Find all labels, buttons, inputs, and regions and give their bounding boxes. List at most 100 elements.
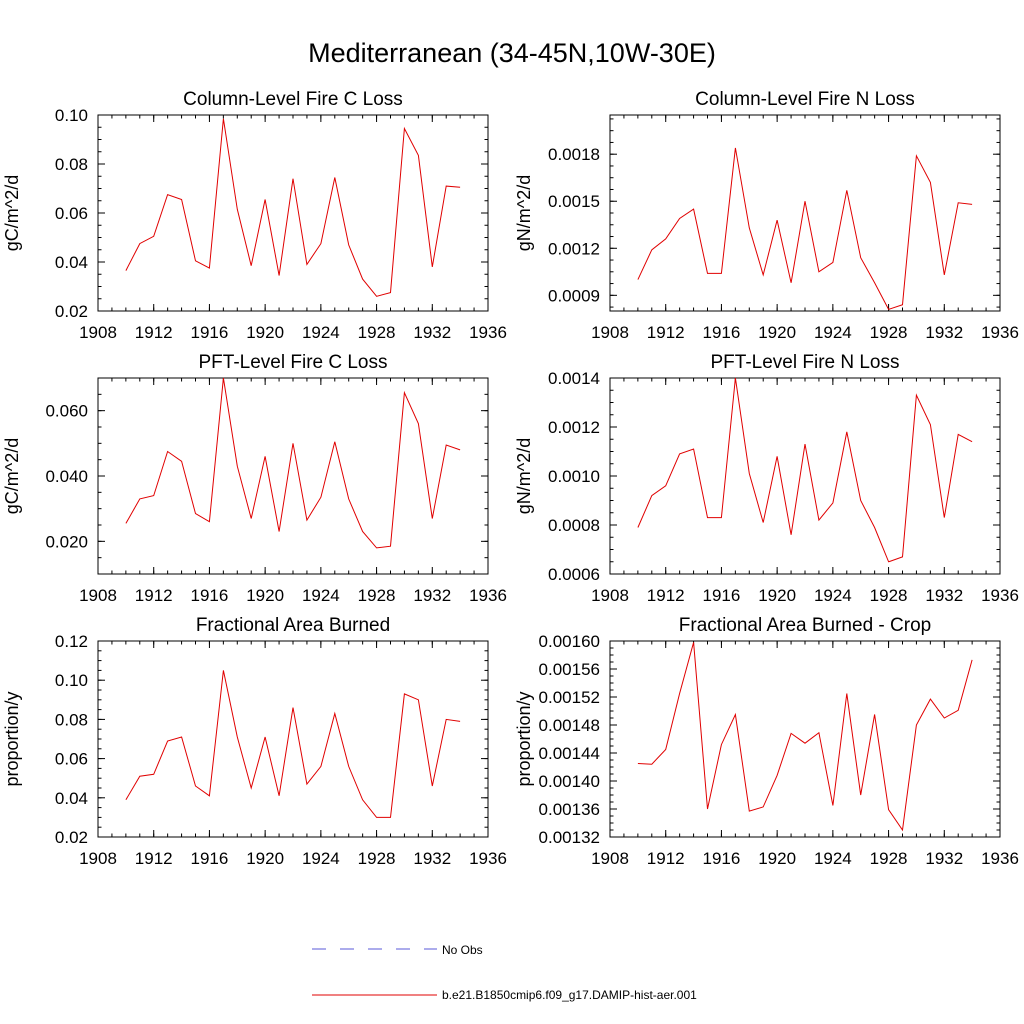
x-tick-label: 1912 xyxy=(647,849,685,868)
y-tick-label: 0.08 xyxy=(55,155,88,174)
plot-frame xyxy=(97,114,489,312)
y-tick-label: 0.0009 xyxy=(548,286,600,305)
x-tick-label: 1912 xyxy=(135,323,173,342)
y-tick-label: 0.02 xyxy=(55,828,88,847)
x-tick-label: 1908 xyxy=(591,586,629,605)
y-axis-label: gC/m^2/d xyxy=(2,175,22,251)
y-tick-label: 0.040 xyxy=(45,467,88,486)
data-line xyxy=(637,642,973,832)
x-tick-label: 1936 xyxy=(981,849,1019,868)
legend-label-no-obs: No Obs xyxy=(442,943,483,957)
data-line xyxy=(125,670,461,818)
figure-title: Mediterranean (34-45N,10W-30E) xyxy=(308,38,716,68)
y-tick-label: 0.10 xyxy=(55,671,88,690)
x-tick-label: 1916 xyxy=(703,323,741,342)
y-axis-label: proportion/y xyxy=(514,691,534,786)
x-tick-label: 1932 xyxy=(413,849,451,868)
legend-label-model: b.e21.B1850cmip6.f09_g17.DAMIP-hist-aer.… xyxy=(442,988,697,1002)
chart-panel-3: PFT-Level Fire C Loss 1908 1912 1916 1920 192… xyxy=(2,352,507,605)
panel-title: Fractional Area Burned - Crop xyxy=(679,615,931,636)
y-tick-label: 0.0006 xyxy=(548,565,600,584)
x-tick-label: 1912 xyxy=(647,586,685,605)
plot-frame xyxy=(97,640,489,838)
y-tick-label: 0.02 xyxy=(55,302,88,321)
y-tick-label: 0.04 xyxy=(55,789,88,808)
y-axis-label: gN/m^2/d xyxy=(514,175,534,251)
x-tick-label: 1928 xyxy=(870,323,908,342)
y-axis-label: gN/m^2/d xyxy=(514,438,534,514)
y-tick-label: 0.00132 xyxy=(539,828,600,847)
y-axis-label: gC/m^2/d xyxy=(2,438,22,514)
y-tick-label: 0.00152 xyxy=(539,688,600,707)
chart-panel-1: Column-Level Fire C Loss 1908 1912 1916 1920… xyxy=(2,89,507,342)
plot-frame xyxy=(609,377,1001,575)
panel-title: PFT-Level Fire C Loss xyxy=(199,352,388,373)
chart-panel-6: Fractional Area Burned - Crop 1908 1912 191… xyxy=(514,615,1019,868)
y-tick-label: 0.0012 xyxy=(548,418,600,437)
data-line xyxy=(637,377,973,563)
y-tick-label: 0.0015 xyxy=(548,192,600,211)
chart-panel-5: Fractional Area Burned 1908 1912 1916 1920 19… xyxy=(2,615,507,868)
y-tick-label: 0.12 xyxy=(55,632,88,651)
x-tick-label: 1912 xyxy=(135,586,173,605)
x-tick-label: 1920 xyxy=(246,849,284,868)
y-tick-label: 0.06 xyxy=(55,204,88,223)
legend: No Obs b.e21.B1850cmip6.f09_g17.DAMIP-his… xyxy=(312,943,697,1002)
x-tick-label: 1908 xyxy=(79,323,117,342)
y-tick-label: 0.0010 xyxy=(548,467,600,486)
x-tick-label: 1932 xyxy=(925,849,963,868)
y-tick-label: 0.0012 xyxy=(548,239,600,258)
x-tick-label: 1936 xyxy=(981,586,1019,605)
x-tick-label: 1936 xyxy=(469,586,507,605)
chart-panel-4: PFT-Level Fire N Loss 1908 1912 1916 1920 192… xyxy=(514,352,1019,605)
x-tick-label: 1928 xyxy=(358,586,396,605)
data-line xyxy=(637,147,973,311)
x-tick-label: 1908 xyxy=(591,323,629,342)
x-tick-label: 1916 xyxy=(703,586,741,605)
y-tick-label: 0.020 xyxy=(45,532,88,551)
x-tick-label: 1908 xyxy=(591,849,629,868)
panel-title: Column-Level Fire N Loss xyxy=(695,89,915,110)
x-tick-label: 1916 xyxy=(191,849,229,868)
panel-title: Column-Level Fire C Loss xyxy=(183,89,403,110)
x-tick-label: 1924 xyxy=(814,849,852,868)
panel-title: Fractional Area Burned xyxy=(196,615,390,636)
x-tick-label: 1916 xyxy=(703,849,741,868)
x-tick-label: 1932 xyxy=(925,323,963,342)
plot-frame xyxy=(97,377,489,575)
x-tick-label: 1912 xyxy=(135,849,173,868)
x-tick-label: 1936 xyxy=(469,849,507,868)
panel-title: PFT-Level Fire N Loss xyxy=(711,352,900,373)
x-tick-label: 1908 xyxy=(79,586,117,605)
x-tick-label: 1920 xyxy=(758,849,796,868)
x-tick-label: 1932 xyxy=(925,586,963,605)
x-tick-label: 1932 xyxy=(413,323,451,342)
x-tick-label: 1936 xyxy=(469,323,507,342)
x-tick-label: 1916 xyxy=(191,586,229,605)
x-tick-label: 1924 xyxy=(302,323,340,342)
y-tick-label: 0.060 xyxy=(45,402,88,421)
x-tick-label: 1920 xyxy=(758,586,796,605)
y-tick-label: 0.08 xyxy=(55,710,88,729)
x-tick-label: 1920 xyxy=(758,323,796,342)
x-tick-label: 1928 xyxy=(358,323,396,342)
x-tick-label: 1924 xyxy=(302,849,340,868)
y-axis-label: proportion/y xyxy=(2,691,22,786)
x-tick-label: 1924 xyxy=(302,586,340,605)
y-tick-label: 0.00136 xyxy=(539,800,600,819)
x-tick-label: 1920 xyxy=(246,323,284,342)
x-tick-label: 1920 xyxy=(246,586,284,605)
x-tick-label: 1908 xyxy=(79,849,117,868)
y-tick-label: 0.00144 xyxy=(539,744,600,763)
x-tick-label: 1928 xyxy=(870,849,908,868)
y-tick-label: 0.00156 xyxy=(539,660,600,679)
y-tick-label: 0.10 xyxy=(55,106,88,125)
x-tick-label: 1928 xyxy=(870,586,908,605)
x-tick-label: 1916 xyxy=(191,323,229,342)
y-tick-label: 0.0008 xyxy=(548,516,600,535)
x-tick-label: 1924 xyxy=(814,586,852,605)
y-tick-label: 0.00140 xyxy=(539,772,600,791)
y-tick-label: 0.06 xyxy=(55,750,88,769)
